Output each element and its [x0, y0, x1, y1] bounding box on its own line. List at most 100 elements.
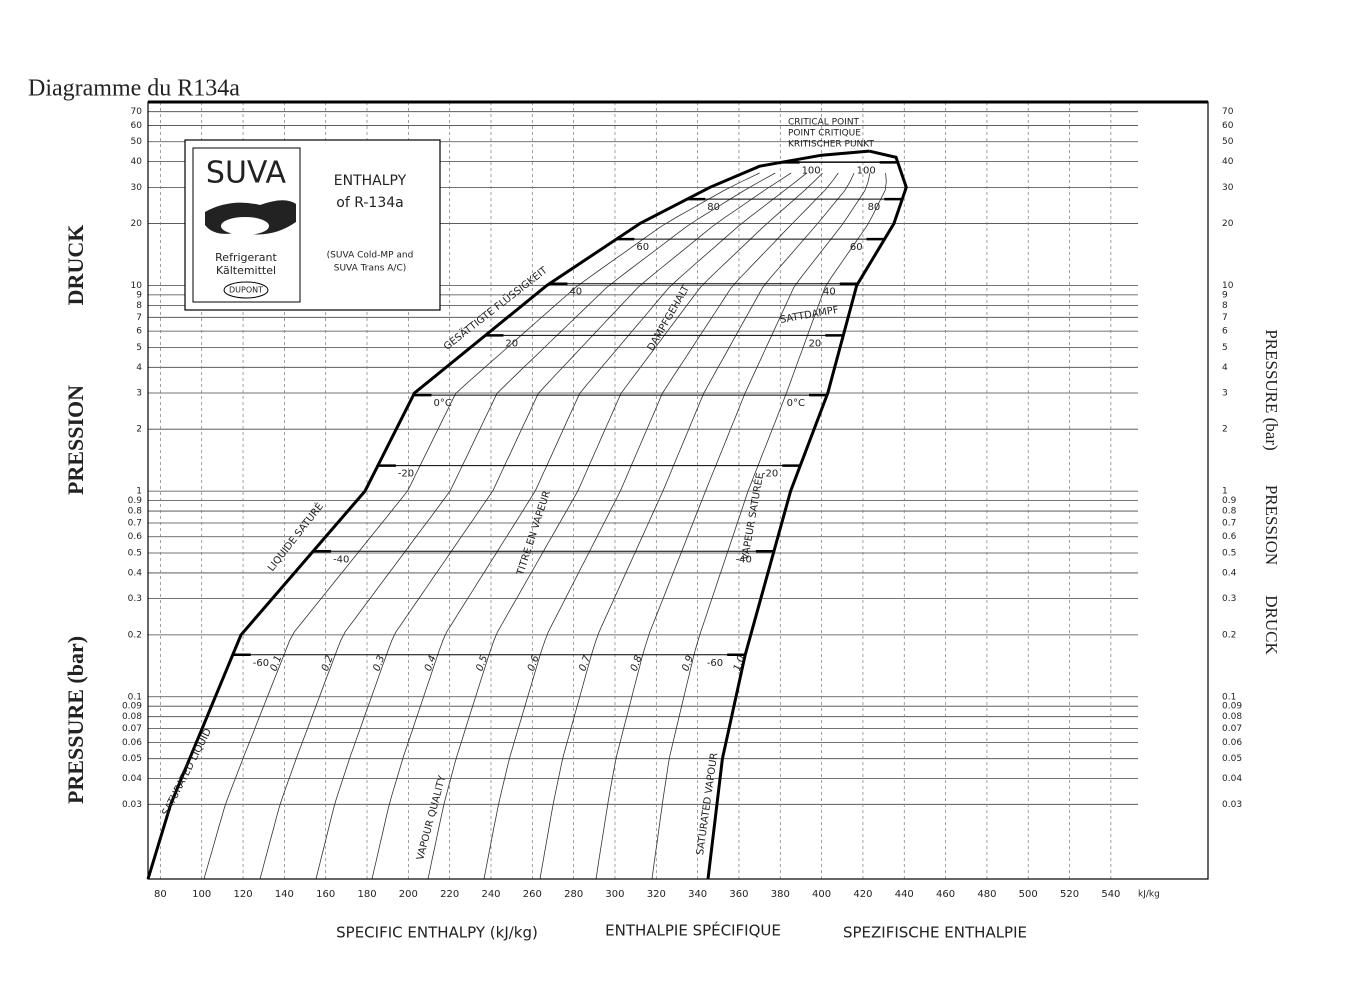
- y-tick-label: 9: [136, 290, 142, 300]
- y-tick-label: 0.2: [128, 630, 142, 640]
- maker: DUPONT: [229, 286, 263, 295]
- y-tick-label-right: 30: [1222, 183, 1234, 193]
- y-tick-label: 7: [136, 313, 142, 323]
- quality-line: [595, 172, 871, 880]
- y-tick-label-right: 0.05: [1222, 754, 1242, 764]
- saturation-curve: [706, 149, 908, 880]
- x-tick-label: 80: [154, 889, 167, 900]
- brand: SUVA: [206, 156, 287, 191]
- annotation: KRITISCHER PUNKT: [788, 140, 874, 150]
- y-tick-label-right: 60: [1222, 121, 1234, 131]
- box-note2: SUVA Trans A/C): [334, 264, 407, 274]
- y-label-de-right: DRUCK: [1262, 595, 1281, 655]
- y-tick-label-right: 2: [1222, 425, 1228, 435]
- y-tick-label: 0.06: [122, 738, 142, 748]
- y-tick-label: 6: [136, 327, 142, 337]
- y-tick-label: 70: [131, 107, 143, 117]
- y-tick-label-right: 0.08: [1222, 712, 1242, 722]
- x-tick-label: 320: [647, 889, 666, 900]
- isotherm-label: 20: [505, 338, 518, 349]
- page-title: Diagramme du R134a: [28, 76, 240, 102]
- y-label-fr-right: PRESSION: [1262, 485, 1281, 565]
- y-tick-label-right: 9: [1222, 290, 1228, 300]
- y-tick-label-right: 70: [1222, 107, 1234, 117]
- x-label-fr: ENTHALPIE SPÉCIFIQUE: [605, 921, 781, 940]
- y-tick-label: 0.4: [128, 568, 143, 578]
- quality-line: [539, 172, 855, 880]
- quality-line: [483, 172, 839, 880]
- box-title1: ENTHALPY: [334, 173, 407, 189]
- x-tick-label: 540: [1101, 889, 1120, 900]
- y-tick-label-right: 0.07: [1222, 724, 1242, 734]
- maker-oval: [223, 281, 269, 299]
- y-tick-label-right: 1: [1222, 487, 1228, 497]
- y-tick-label-right: 0.6: [1222, 532, 1237, 542]
- y-tick-label: 0.6: [128, 532, 143, 542]
- y-tick-label-right: 8: [1222, 301, 1228, 311]
- x-tick-label: 140: [275, 889, 294, 900]
- isotherm-label: 80: [868, 202, 881, 213]
- annotation: VAPOUR QUALITY: [415, 774, 448, 862]
- y-tick-label: 0.03: [122, 800, 142, 810]
- annotation: CRITICAL POINT: [788, 118, 860, 128]
- isotherm-label: 40: [569, 287, 582, 298]
- y-tick-label-right: 0.1: [1222, 692, 1236, 702]
- x-tick-label: 340: [688, 889, 707, 900]
- annotation: DAMPFGEHALT: [646, 283, 693, 353]
- quality-label: 0.4: [423, 654, 439, 673]
- isotherm-label: 40: [823, 287, 836, 298]
- y-tick-label: 0.05: [122, 754, 142, 764]
- y-tick-label-right: 6: [1222, 327, 1228, 337]
- x-tick-label: 200: [399, 889, 418, 900]
- y-tick-label: 10: [131, 281, 143, 291]
- y-tick-label-right: 0.09: [1222, 702, 1242, 712]
- quality-label: 0.6: [526, 654, 542, 673]
- y-tick-label-right: 0.06: [1222, 738, 1242, 748]
- isotherm-label: -40: [736, 554, 752, 565]
- y-tick-label-right: 3: [1222, 388, 1228, 398]
- logo-cloud-white: [221, 217, 269, 235]
- quality-line: [315, 172, 792, 880]
- y-tick-label: 0.09: [122, 702, 142, 712]
- legend-box: SUVA Refrigerant Kältemittel DUPONT ENTH…: [184, 139, 441, 311]
- quality-line: [203, 172, 760, 880]
- annotation: TITRE EN VAPEUR: [515, 489, 553, 577]
- y-label: PRESSURE (bar): [63, 636, 88, 804]
- x-tick-label: 460: [936, 889, 955, 900]
- annotation: GESÄTTIGTE FLÜSSIGKEIT: [441, 263, 551, 353]
- isotherm-label: 60: [636, 242, 649, 253]
- y-tick-label-right: 10: [1222, 281, 1234, 291]
- x-tick-label: 240: [481, 889, 500, 900]
- y-tick-label-right: 40: [1222, 157, 1234, 167]
- y-tick-label-right: 0.7: [1222, 518, 1236, 528]
- x-tick-label: 480: [977, 889, 996, 900]
- quality-label: 0.9: [680, 654, 696, 673]
- box-title2: of R-134a: [336, 195, 403, 211]
- x-tick-label: 100: [192, 889, 211, 900]
- quality-line: [371, 172, 808, 880]
- x-tick-label: 440: [895, 889, 914, 900]
- quality-label: 0.3: [372, 654, 388, 673]
- y-tick-label-right: 20: [1222, 219, 1234, 229]
- isotherm-label: 100: [857, 165, 876, 176]
- box-note1: (SUVA Cold-MP and: [327, 251, 414, 261]
- isotherm-label: -60: [707, 658, 723, 669]
- brand-line2: Kältemittel: [216, 264, 276, 277]
- y-tick-label-right: 0.9: [1222, 496, 1237, 506]
- y-tick-label-right: 0.3: [1222, 594, 1236, 604]
- y-tick-label: 0.5: [128, 549, 142, 559]
- x-label: SPECIFIC ENTHALPY (kJ/kg): [336, 924, 538, 942]
- x-tick-label: 400: [812, 889, 831, 900]
- quality-line: [651, 172, 887, 880]
- y-tick-label: 0.04: [122, 774, 142, 784]
- brand-line1: Refrigerant: [215, 251, 277, 264]
- annotation: VAPEUR SATURÉE: [738, 472, 766, 561]
- y-tick-label: 0.8: [128, 507, 143, 517]
- y-tick-label: 50: [131, 137, 143, 147]
- x-tick-label: 300: [605, 889, 624, 900]
- x-tick-label: 520: [1060, 889, 1079, 900]
- isotherm-label: 0°C: [433, 398, 451, 409]
- y-tick-label-right: 0.03: [1222, 800, 1242, 810]
- y-tick-label: 8: [136, 301, 142, 311]
